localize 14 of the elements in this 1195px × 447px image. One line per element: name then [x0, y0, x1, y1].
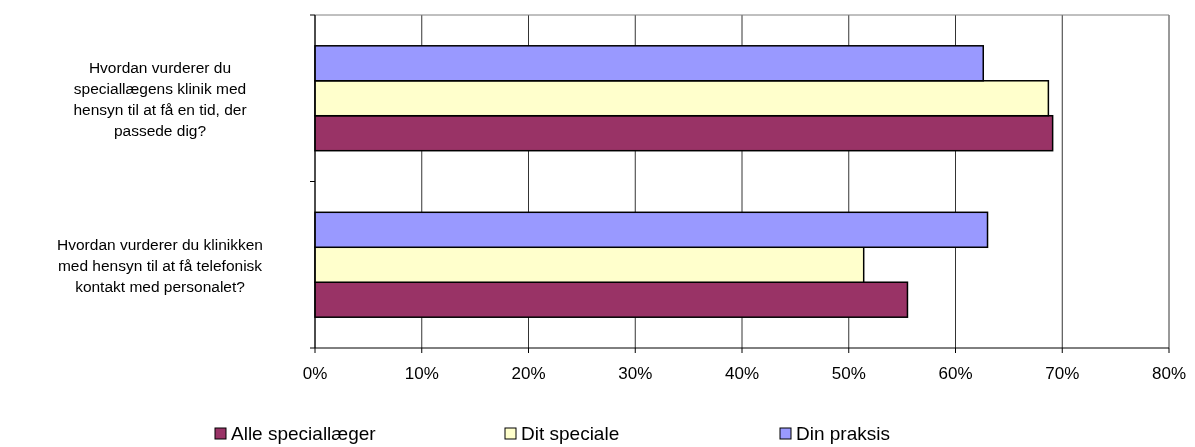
x-tick-label: 0% [302, 364, 328, 383]
x-tick-label: 60% [938, 364, 973, 383]
legend-label: Din praksis [796, 423, 890, 444]
legend-label: Dit speciale [521, 423, 620, 444]
x-tick-label: 40% [724, 364, 760, 383]
x-tick-label: 50% [831, 364, 866, 383]
legend-label: Alle speciallæger [231, 423, 377, 444]
x-tick-label: 30% [618, 364, 653, 383]
x-tick-label: 10% [404, 364, 439, 383]
y-tick-label: Hvordan vurderer du klinikken med hensyn til at få telefonisk kontakt med personalet? [57, 235, 263, 295]
x-tick-label: 80% [1151, 364, 1187, 383]
x-tick-label: 20% [511, 364, 546, 383]
y-tick-label: Hvordan vurderer du speciallægens klinik med hensyn til at få en tid, der passede dig? [73, 58, 247, 139]
x-tick-label: 70% [1045, 364, 1080, 383]
